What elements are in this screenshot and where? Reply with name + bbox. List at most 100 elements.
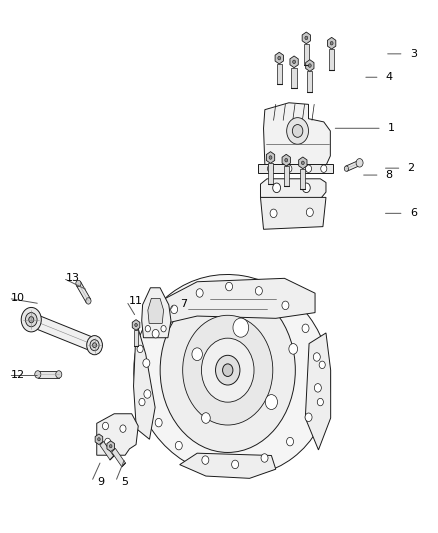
Polygon shape: [97, 414, 138, 455]
Text: 9: 9: [98, 477, 105, 487]
Circle shape: [302, 183, 310, 192]
Circle shape: [92, 343, 96, 348]
Circle shape: [35, 370, 41, 378]
Circle shape: [56, 370, 62, 378]
Polygon shape: [277, 64, 282, 84]
Polygon shape: [283, 166, 289, 186]
Polygon shape: [148, 298, 163, 324]
Text: 10: 10: [11, 293, 25, 303]
Text: 4: 4: [386, 72, 393, 82]
Circle shape: [261, 454, 268, 462]
Polygon shape: [95, 434, 103, 445]
Circle shape: [232, 460, 239, 469]
Circle shape: [139, 398, 145, 406]
Circle shape: [289, 344, 297, 354]
Polygon shape: [304, 44, 309, 65]
Polygon shape: [306, 60, 314, 71]
Polygon shape: [307, 71, 312, 92]
Circle shape: [183, 316, 273, 425]
Circle shape: [160, 288, 295, 453]
Circle shape: [29, 317, 34, 322]
Circle shape: [226, 282, 233, 291]
Circle shape: [287, 118, 308, 144]
Polygon shape: [153, 278, 315, 325]
Circle shape: [86, 298, 91, 304]
Circle shape: [87, 336, 102, 355]
Circle shape: [201, 413, 210, 423]
Polygon shape: [261, 179, 326, 200]
Text: 6: 6: [410, 208, 417, 219]
Text: 12: 12: [11, 370, 25, 381]
Polygon shape: [300, 168, 305, 189]
Circle shape: [292, 125, 303, 138]
Circle shape: [305, 413, 312, 422]
Circle shape: [105, 438, 111, 446]
Circle shape: [201, 338, 254, 402]
Circle shape: [215, 356, 240, 385]
Polygon shape: [266, 152, 275, 164]
Circle shape: [269, 156, 272, 159]
Circle shape: [344, 166, 349, 171]
Circle shape: [319, 361, 325, 368]
Circle shape: [144, 390, 151, 398]
Circle shape: [317, 398, 323, 406]
Circle shape: [330, 42, 333, 45]
Circle shape: [135, 324, 138, 327]
Text: 3: 3: [410, 49, 417, 59]
Polygon shape: [261, 197, 326, 229]
Circle shape: [308, 64, 311, 67]
Circle shape: [286, 165, 292, 172]
Polygon shape: [291, 68, 297, 88]
Polygon shape: [180, 453, 276, 478]
Ellipse shape: [134, 274, 330, 477]
Circle shape: [265, 394, 278, 409]
Polygon shape: [142, 288, 171, 338]
Circle shape: [233, 318, 249, 337]
Circle shape: [270, 209, 277, 217]
Circle shape: [143, 359, 150, 367]
Text: 2: 2: [407, 163, 415, 173]
Polygon shape: [329, 49, 334, 70]
Circle shape: [306, 208, 313, 216]
Circle shape: [313, 353, 320, 361]
Polygon shape: [299, 157, 307, 168]
Polygon shape: [29, 313, 96, 352]
Text: 11: 11: [129, 296, 143, 306]
Circle shape: [321, 165, 327, 172]
Circle shape: [223, 364, 233, 376]
Polygon shape: [132, 320, 140, 330]
Polygon shape: [264, 103, 330, 165]
Circle shape: [278, 56, 281, 60]
Text: 1: 1: [388, 123, 395, 133]
Polygon shape: [282, 155, 290, 166]
Circle shape: [301, 161, 304, 165]
Text: 13: 13: [66, 273, 80, 283]
Circle shape: [356, 159, 363, 167]
Polygon shape: [134, 330, 138, 346]
Circle shape: [110, 445, 112, 448]
Circle shape: [98, 438, 100, 441]
Polygon shape: [268, 164, 273, 183]
Polygon shape: [302, 32, 311, 44]
Circle shape: [161, 326, 166, 332]
Circle shape: [314, 384, 321, 392]
Text: 7: 7: [180, 298, 187, 309]
Circle shape: [302, 324, 309, 333]
Circle shape: [145, 326, 150, 332]
Circle shape: [196, 289, 203, 297]
Circle shape: [171, 305, 178, 313]
Polygon shape: [328, 37, 336, 49]
Polygon shape: [346, 160, 360, 171]
Text: 5: 5: [122, 477, 129, 487]
Circle shape: [137, 345, 143, 353]
Polygon shape: [305, 333, 331, 450]
Text: 8: 8: [386, 170, 393, 180]
Circle shape: [255, 287, 262, 295]
Polygon shape: [38, 370, 59, 378]
Polygon shape: [258, 165, 333, 173]
Circle shape: [268, 165, 274, 172]
Circle shape: [282, 301, 289, 310]
Circle shape: [175, 441, 182, 450]
Circle shape: [305, 36, 308, 39]
Circle shape: [305, 165, 311, 172]
